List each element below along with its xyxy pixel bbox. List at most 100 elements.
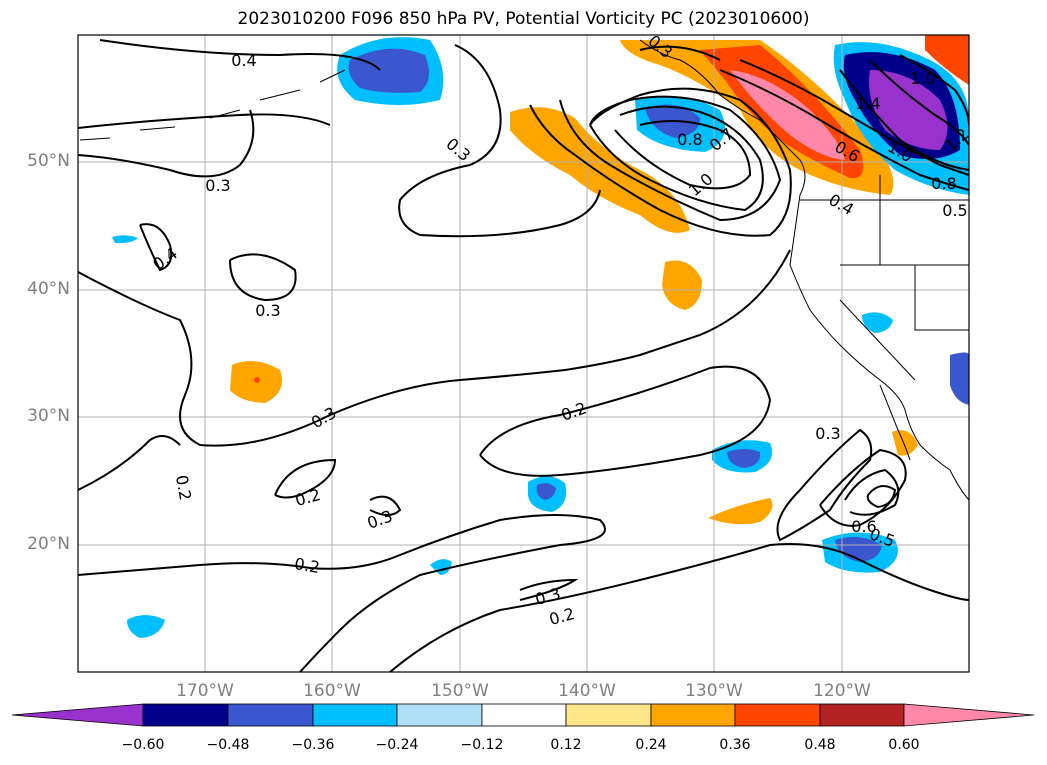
- colorbar-tick-label: −0.60: [121, 737, 165, 753]
- positive-anomaly-blob: [708, 498, 773, 525]
- contour-label: 0.3: [533, 584, 563, 609]
- contour-label: 0.5: [942, 201, 967, 220]
- lon-label: 140°W: [558, 681, 616, 701]
- contour-label: 1.0: [685, 169, 717, 200]
- pv-contour: [639, 45, 721, 61]
- contour-label: 0.3: [205, 176, 230, 195]
- aleutian-islands: [79, 69, 346, 141]
- negative-anomaly-core: [348, 48, 429, 93]
- colorbar-segment: [819, 703, 905, 727]
- pv-contour: [899, 54, 969, 126]
- pv-contour: [844, 468, 900, 516]
- negative-anomaly-peak: [869, 70, 948, 150]
- pv-contour: [78, 514, 606, 672]
- colorbar-tick-label: −0.36: [291, 737, 335, 753]
- map-frame: [77, 34, 970, 673]
- alaska-coast: [639, 39, 806, 196]
- positive-anomaly-blob: [662, 260, 702, 310]
- pv-anomaly-shading: [112, 35, 969, 638]
- colorbar-segment: [142, 703, 229, 727]
- contour-label: 0.2: [293, 485, 323, 510]
- pv-contour: [739, 59, 969, 176]
- pv-contour: [719, 69, 969, 191]
- pv-contour: [614, 120, 752, 190]
- pv-contour: [78, 435, 181, 491]
- colorbar-segment: [650, 703, 736, 727]
- pv-contour: [78, 249, 791, 447]
- pv-contour: [78, 109, 255, 178]
- pv-contour: [389, 543, 969, 672]
- pv-contour: [869, 59, 969, 146]
- pv-contour: [369, 495, 402, 516]
- lon-label: 130°W: [685, 681, 743, 701]
- colorbar-extend-max: [903, 703, 1035, 727]
- colorbar-extend-min: [11, 703, 144, 727]
- colorbar-tick-label: −0.48: [206, 737, 250, 753]
- colorbar-tick-label: 0.12: [550, 737, 582, 753]
- contour-label: 0.3: [442, 134, 474, 165]
- lon-label: 150°W: [431, 681, 489, 701]
- pv-contour: [479, 365, 772, 477]
- coastlines: [79, 39, 969, 501]
- positive-anomaly-blob: [892, 430, 918, 456]
- pv-contour: [529, 87, 792, 237]
- baja-peninsula: [879, 384, 911, 461]
- state-border: [839, 299, 916, 381]
- negative-anomaly-blob: [950, 352, 969, 405]
- lat-label: 30°N: [27, 406, 70, 426]
- pv-contour: [398, 44, 601, 238]
- colorbar: [11, 703, 1035, 727]
- contour-label: 0.4: [149, 244, 181, 274]
- negative-anomaly-core: [536, 483, 556, 500]
- pv-contour: [839, 69, 969, 171]
- colorbar-segment: [312, 703, 398, 727]
- colorbar-segment: [734, 703, 821, 727]
- negative-anomaly-core: [835, 536, 882, 562]
- state-border: [914, 265, 969, 331]
- colorbar-segment: [565, 703, 652, 727]
- negative-anomaly-blob: [112, 235, 138, 244]
- colorbar-tick-label: 0.48: [804, 737, 836, 753]
- pv-contour: [274, 458, 337, 499]
- contour-label: 0.2: [293, 554, 321, 577]
- positive-anomaly-peak: [730, 70, 845, 160]
- pv-contour: [78, 113, 331, 129]
- lat-label: 40°N: [27, 279, 70, 299]
- contour-label: 1.0: [910, 69, 935, 88]
- contour-label: 0.3: [308, 403, 340, 432]
- contour-label: 0.2: [172, 474, 195, 502]
- colorbar-tick-label: 0.60: [888, 737, 920, 753]
- map-title: 2023010200 F096 850 hPa PV, Potential Vo…: [237, 9, 810, 29]
- contour-label: 0.4: [825, 190, 857, 219]
- contour-label: 0.3: [365, 506, 395, 533]
- positive-anomaly-blob: [925, 35, 969, 85]
- negative-anomaly-blob: [862, 312, 893, 333]
- contour-label: 0.3: [815, 424, 840, 443]
- pv-contours: [78, 39, 969, 672]
- colorbar-tick-label: 0.24: [635, 737, 667, 753]
- contour-label: 0.2: [547, 604, 577, 629]
- pv-contour: [776, 428, 873, 542]
- negative-anomaly-blob: [430, 559, 452, 575]
- lat-label: 20°N: [27, 534, 70, 554]
- contour-label: 0.2: [559, 398, 589, 425]
- pv-contour: [559, 95, 782, 222]
- lon-label: 160°W: [303, 681, 361, 701]
- colorbar-segment: [481, 703, 567, 727]
- graticule: [78, 35, 969, 672]
- lon-label: 170°W: [176, 681, 234, 701]
- colorbar-tick-label: −0.12: [460, 737, 504, 753]
- pv-contour: [229, 253, 297, 302]
- contour-label: 0.8: [931, 174, 956, 193]
- lat-label: 50°N: [27, 151, 70, 171]
- pv-contour: [99, 39, 381, 71]
- us-west-coast: [789, 194, 969, 501]
- pv-contour: [866, 485, 897, 509]
- contour-label: 0.6: [851, 517, 876, 536]
- pv-contour: [519, 578, 579, 601]
- contour-label: 0.8: [677, 130, 702, 149]
- colorbar-tick-label: −0.24: [375, 737, 419, 753]
- colorbar-tick-label: 0.36: [719, 737, 751, 753]
- contour-label: 0.4: [231, 51, 256, 70]
